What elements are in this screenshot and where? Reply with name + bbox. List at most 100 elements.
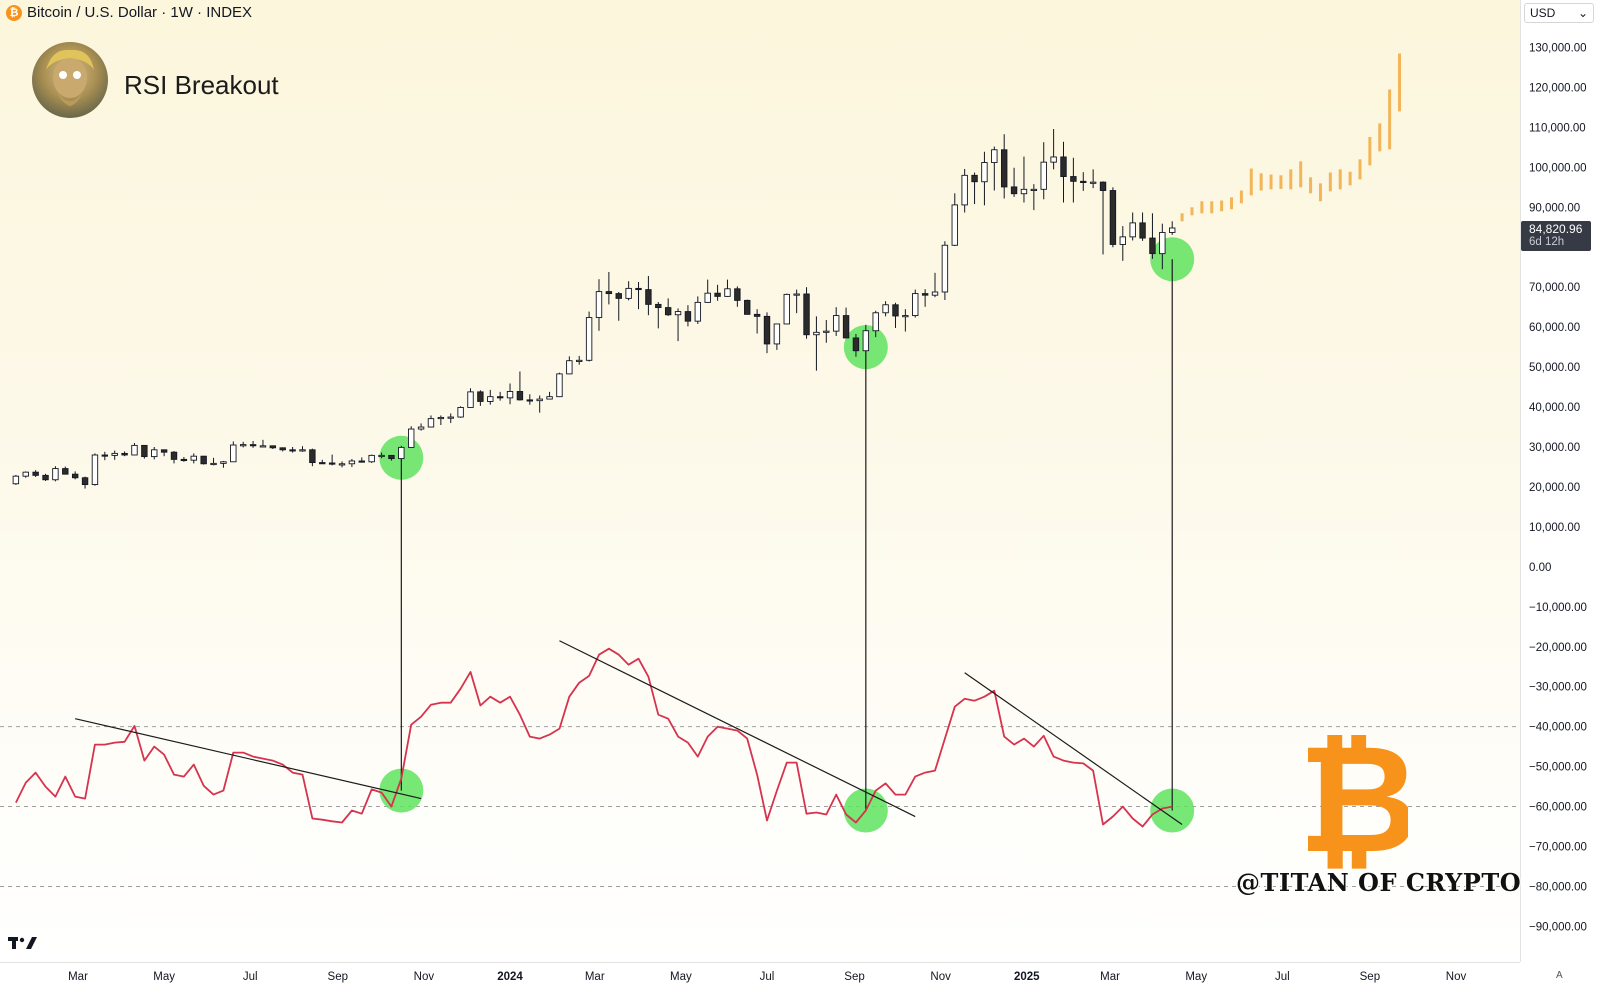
projection-bar <box>1358 159 1362 180</box>
projection-bar <box>1200 201 1204 214</box>
price-axis-scale: 130,000.00 120,000.00 110,000.00 100,000.00… <box>1529 43 1587 934</box>
chart-plot[interactable] <box>0 0 1520 962</box>
candle-body <box>437 416 445 420</box>
candle-body <box>160 449 168 453</box>
price-tick-label: 120,000.00 <box>1529 82 1587 94</box>
projection-bar <box>1210 201 1214 214</box>
candle-body <box>319 462 326 465</box>
candle <box>1040 142 1047 200</box>
candle-body <box>378 454 385 458</box>
candle-body <box>1089 181 1097 184</box>
candle <box>1070 157 1077 203</box>
candle-body <box>813 331 820 336</box>
time-tick-label: Sep <box>1360 971 1380 983</box>
bitcoin-logo-glyph: ₿ <box>1308 735 1408 875</box>
candle-body <box>249 444 257 447</box>
price-axis[interactable]: 130,000.00 120,000.00 110,000.00 100,000.00… <box>1520 0 1600 962</box>
rsi-trendline <box>559 640 916 818</box>
candle-body <box>457 406 464 418</box>
bitcoin-b-icon: ₿ <box>1297 713 1419 887</box>
currency-select[interactable]: USD ⌄ <box>1524 3 1594 23</box>
time-tick-label: May <box>153 971 175 983</box>
candle <box>299 446 306 452</box>
candle-body <box>694 301 702 322</box>
time-tick-label: Mar <box>1100 971 1120 983</box>
candle <box>1129 212 1136 241</box>
candle <box>763 312 771 354</box>
candle <box>753 309 761 334</box>
price-tick-label: −20,000.00 <box>1529 642 1587 654</box>
candle-body <box>81 477 89 486</box>
time-axis[interactable]: Mar May Jul Sep Nov 2024 Mar May Jul Sep Nov 2025 Ma… <box>0 962 1520 988</box>
projection-bar <box>1318 183 1322 202</box>
candle-body <box>991 149 998 164</box>
candle-body <box>852 337 860 352</box>
price-tick-label: 20,000.00 <box>1529 482 1580 494</box>
time-tick-label: Jul <box>760 971 775 983</box>
projection-bar <box>1220 200 1224 212</box>
price-tick-label: −50,000.00 <box>1529 762 1587 774</box>
candle-body <box>1060 156 1067 177</box>
candle-body <box>398 446 405 460</box>
tradingview-logo-icon[interactable] <box>8 932 38 956</box>
candle <box>328 454 336 466</box>
candle-body <box>585 317 593 361</box>
candle <box>645 276 652 316</box>
bitcoin-logo: ₿ <box>1297 713 1419 887</box>
candle-body <box>1070 176 1077 182</box>
price-tick-label: 30,000.00 <box>1529 442 1580 454</box>
candle <box>408 426 415 448</box>
candle-body <box>566 360 573 375</box>
projection-bar <box>1259 173 1263 191</box>
candle-body <box>1010 186 1018 195</box>
candle <box>358 457 365 463</box>
candle <box>1159 223 1166 270</box>
rsi-trendline <box>75 718 422 800</box>
candle <box>961 168 968 213</box>
candle-body <box>1159 232 1166 255</box>
price-tick-label: 40,000.00 <box>1529 402 1580 414</box>
projection-bar <box>1309 177 1313 194</box>
candle-body <box>704 292 711 303</box>
time-tick-label: Nov <box>414 971 435 983</box>
candle-body <box>793 293 800 296</box>
candle-body <box>655 303 662 309</box>
candle <box>220 460 227 468</box>
candle-body <box>872 312 879 332</box>
candle-body <box>22 471 29 477</box>
candle-body <box>348 460 356 465</box>
price-tick-label: 60,000.00 <box>1529 322 1580 334</box>
rsi-trendline <box>964 672 1183 826</box>
chart-area[interactable] <box>0 0 1520 962</box>
candle-body <box>328 462 336 465</box>
candle-body <box>131 444 138 456</box>
auto-scale-toggle[interactable]: A <box>1556 970 1563 981</box>
candle <box>1060 141 1067 203</box>
symbol-title: Bitcoin / U.S. Dollar · 1W · INDEX <box>27 4 253 21</box>
candle-body <box>417 426 425 430</box>
price-tick-label: 70,000.00 <box>1529 282 1580 294</box>
candle-body <box>210 462 217 466</box>
bitcoin-icon: ₿ <box>6 4 22 21</box>
projection-bar <box>1190 207 1194 216</box>
candle-body <box>912 293 919 317</box>
candle-body <box>239 444 247 447</box>
candle <box>180 456 188 462</box>
candle <box>12 474 20 485</box>
time-tick-label: Sep <box>844 971 864 983</box>
candle <box>151 447 158 460</box>
projection-bar <box>1289 169 1293 190</box>
last-price-badge: 84,820.96 6d 12h <box>1521 221 1591 251</box>
symbol-header[interactable]: ₿ Bitcoin / U.S. Dollar · 1W · INDEX <box>6 4 252 21</box>
candle-body <box>111 452 118 456</box>
candle <box>536 395 543 413</box>
candle-body <box>832 315 840 332</box>
candle-body <box>1109 190 1117 245</box>
candle <box>1020 156 1028 203</box>
candle <box>1169 221 1176 235</box>
candle-body <box>427 418 435 428</box>
candle <box>595 279 603 331</box>
time-tick-label: Nov <box>1446 971 1467 983</box>
candle-body <box>882 304 889 314</box>
candle-body <box>931 291 939 296</box>
